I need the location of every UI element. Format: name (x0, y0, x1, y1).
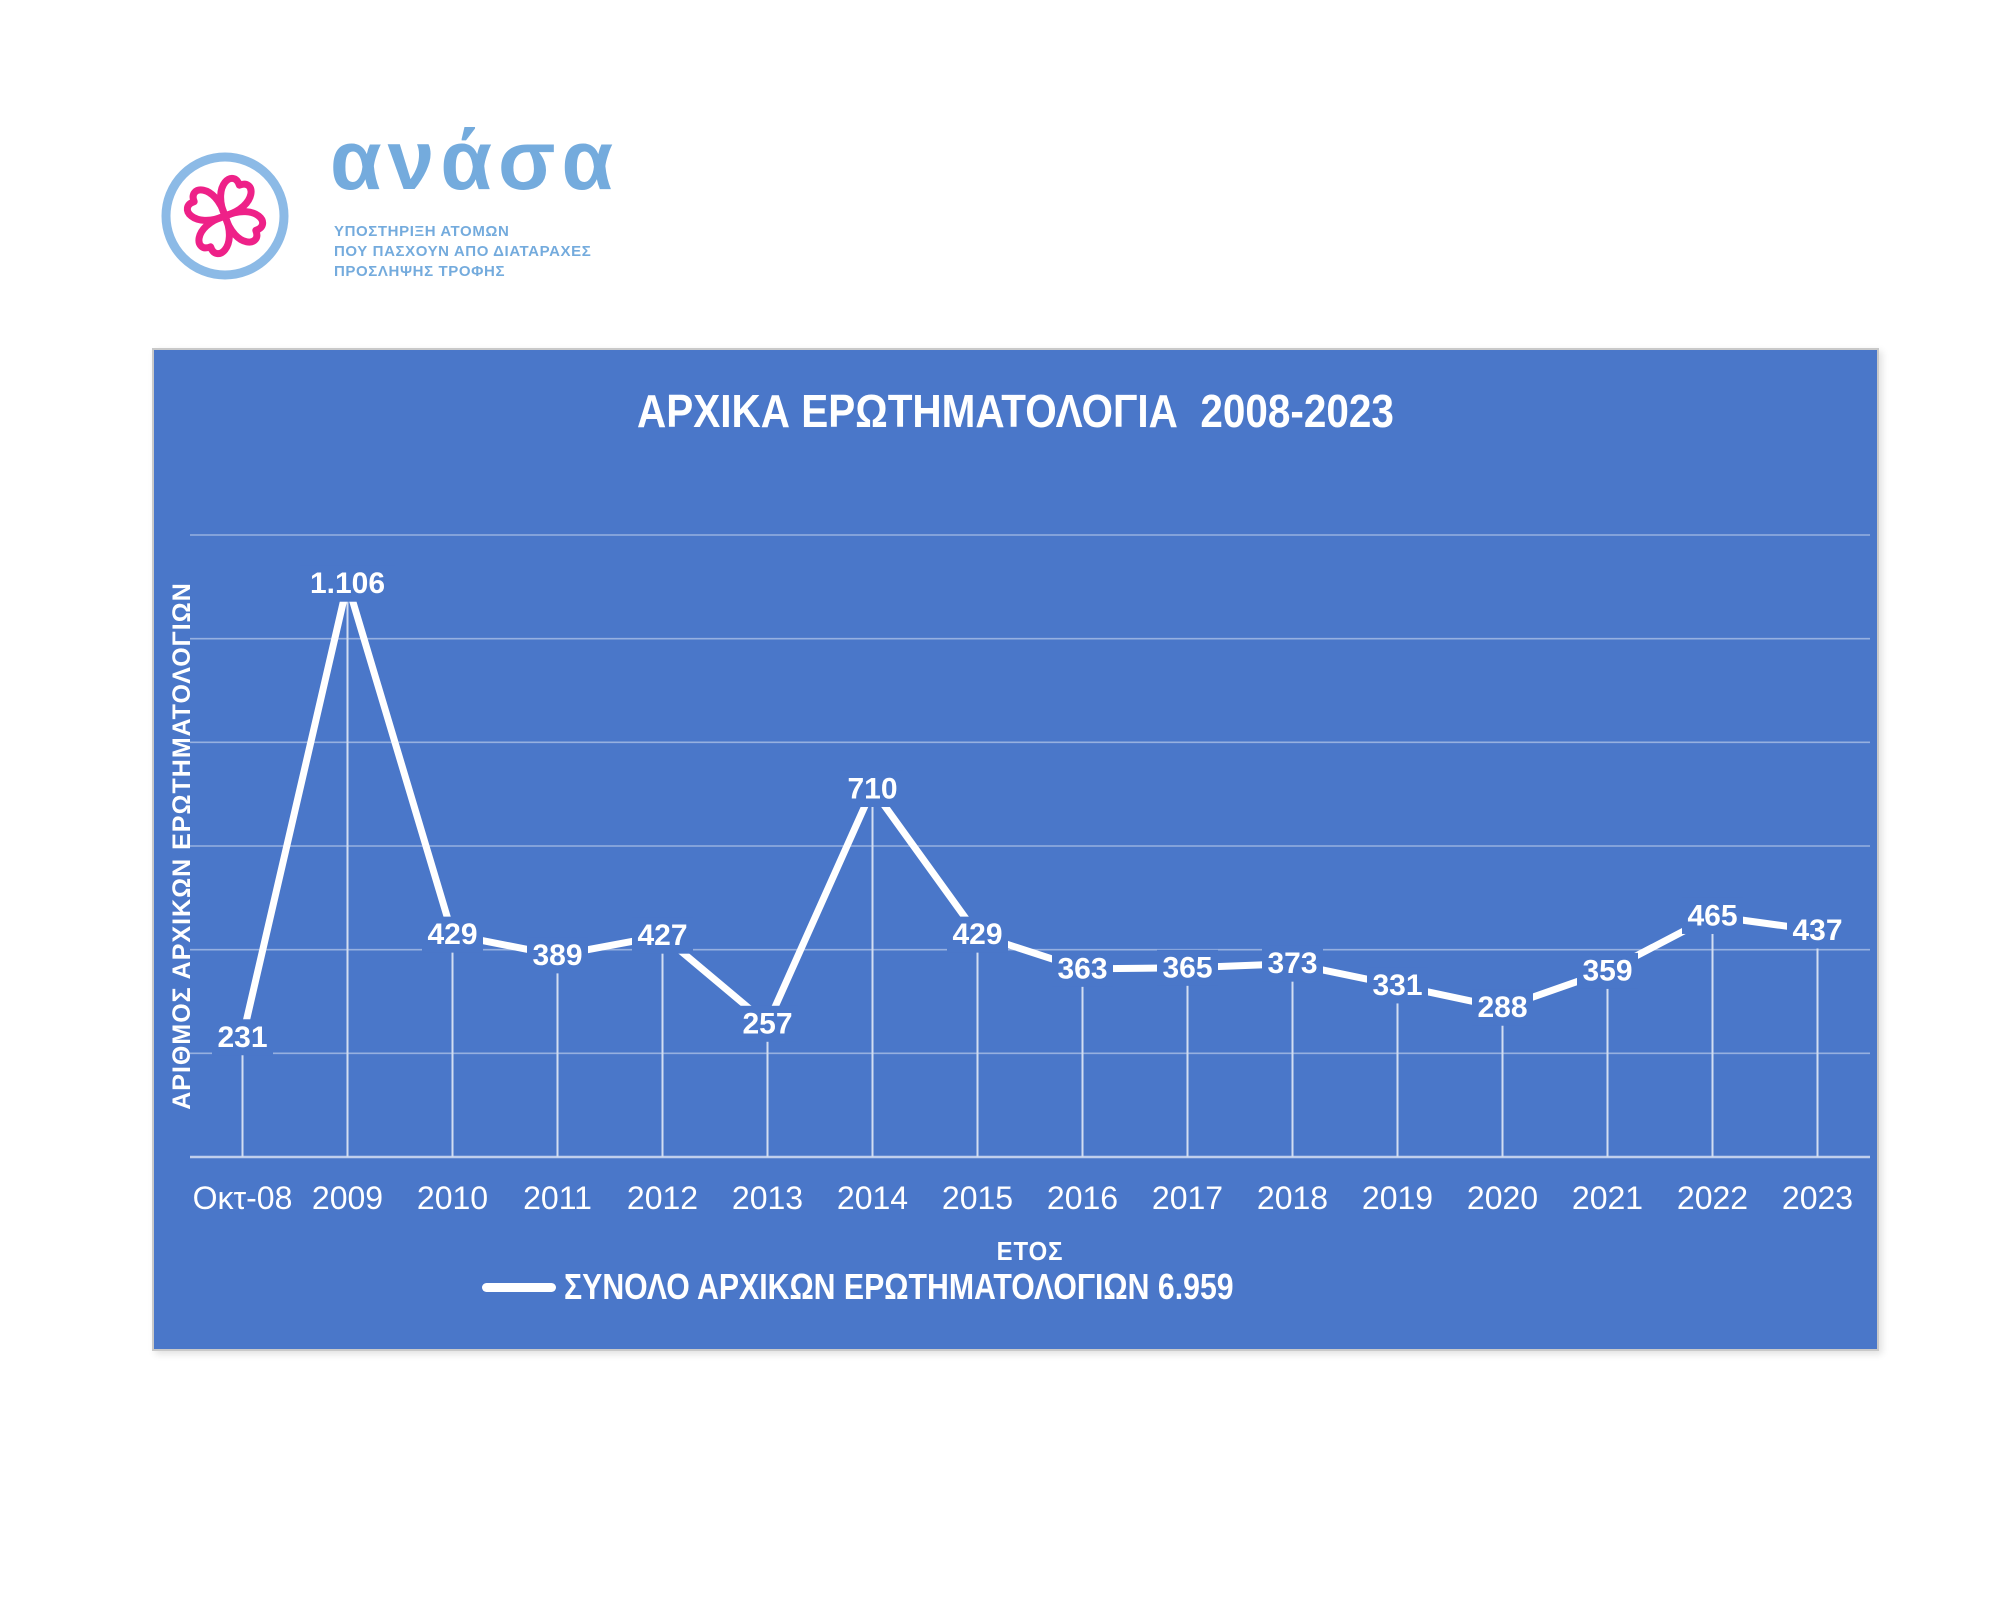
data-label-box (212, 1019, 273, 1056)
heart-icon (184, 186, 229, 224)
data-label-box (1577, 952, 1638, 989)
data-label-box (842, 770, 903, 807)
x-axis-tick-label: 2018 (1257, 1180, 1328, 1216)
data-label-box (632, 917, 693, 954)
x-axis-tick-label: 2020 (1467, 1180, 1538, 1216)
legend-line-swatch (482, 1282, 556, 1292)
data-label: 359 (1582, 954, 1632, 987)
logo (158, 148, 638, 308)
data-label-box (422, 916, 483, 953)
x-axis-tick-label: 2017 (1152, 1180, 1223, 1216)
data-label-box (1157, 949, 1218, 986)
legend: ΣΥΝΟΛΟ ΑΡΧΙΚΩΝ ΕΡΩΤΗΜΑΤΟΛΟΓΙΩΝ 6.959 (482, 1266, 1361, 1308)
series-line (239, 580, 1821, 1041)
data-label-box (1367, 967, 1428, 1004)
x-axis-tick-label: 2011 (523, 1180, 592, 1216)
data-label-box (1472, 989, 1533, 1026)
data-label: 257 (742, 1007, 792, 1040)
brand-tagline: ΥΠΟΣΤΗΡΙΞΗ ΑΤΟΜΩΝ ΠΟΥ ΠΑΣΧΟΥΝ ΑΠΟ ΔΙΑΤΑΡ… (334, 222, 591, 282)
brand-tagline-line-2: ΠΟΥ ΠΑΣΧΟΥΝ ΑΠΟ ΔΙΑΤΑΡΑΧΕΣ (334, 243, 592, 260)
data-label-box (300, 565, 395, 602)
data-label: 231 (217, 1021, 267, 1054)
data-label: 429 (952, 918, 1002, 951)
x-axis-tick-label: 2016 (1047, 1180, 1118, 1216)
x-axis-tick-label: 2015 (942, 1180, 1013, 1216)
data-label-box (1052, 950, 1113, 987)
data-label-box (1787, 912, 1848, 949)
x-axis-tick-label: 2019 (1362, 1180, 1433, 1216)
data-label: 389 (532, 939, 582, 972)
data-label: 1.106 (310, 567, 385, 600)
x-axis-tick-label: 2013 (732, 1180, 803, 1216)
brand-wordmark: ανάσα (330, 113, 620, 207)
data-label-box (1682, 897, 1743, 934)
data-label-box (527, 937, 588, 974)
brand-tagline-line-3: ΠΡΟΣΛΗΨΗΣ ΤΡΟΦΗΣ (334, 263, 506, 280)
data-label: 288 (1477, 991, 1527, 1024)
y-axis-title: ΑΡΙΘΜΟΣ ΑΡΧΙΚΩΝ ΕΡΩΤΗΜΑΤΟΛΟΓΙΩΝ (168, 582, 196, 1110)
brand-tagline-line-1: ΥΠΟΣΤΗΡΙΞΗ ΑΤΟΜΩΝ (334, 223, 510, 240)
x-axis-tick-label: 2021 (1572, 1180, 1643, 1216)
data-label: 363 (1057, 952, 1107, 985)
data-label: 437 (1792, 914, 1842, 947)
x-axis-tick-label: 2022 (1677, 1180, 1748, 1216)
data-label-box (737, 1005, 798, 1042)
data-label: 710 (847, 772, 897, 805)
legend-label: ΣΥΝΟΛΟ ΑΡΧΙΚΩΝ ΕΡΩΤΗΜΑΤΟΛΟΓΙΩΝ 6.959 (564, 1266, 1234, 1307)
chart-title: ΑΡΧΙΚΑ ΕΡΩΤΗΜΑΤΟΛΟΓΙΑ 2008-2023 (637, 385, 1394, 437)
line-chart-plot: 231 1.106 429 389 427 257 710 429 363 365 373 331 28… (190, 534, 1870, 1216)
x-axis-tick-label: 2014 (837, 1180, 908, 1216)
data-label-box (1262, 945, 1323, 982)
heart-icon (195, 212, 233, 257)
x-axis-tick-label: 2023 (1782, 1180, 1853, 1216)
data-label: 365 (1162, 951, 1212, 984)
data-label: 373 (1267, 947, 1317, 980)
clover-hearts-icon (184, 175, 266, 257)
x-axis-title: ΕΤΟΣ (996, 1236, 1064, 1266)
x-axis-tick-label: Οκτ-08 (193, 1180, 293, 1216)
x-axis-tick-label: 2009 (312, 1180, 383, 1216)
x-axis-tick-label: 2012 (627, 1180, 698, 1216)
data-label: 427 (637, 919, 687, 952)
x-axis-tick-label: 2010 (417, 1180, 488, 1216)
data-label-box (947, 916, 1008, 953)
heart-icon (217, 175, 255, 220)
data-label: 331 (1372, 969, 1422, 1002)
logo-circle-icon (161, 152, 289, 280)
data-label: 429 (427, 918, 477, 951)
data-label: 465 (1687, 899, 1737, 932)
chart-frame: 231 1.106 429 389 427 257 710 429 363 365 373 331 28… (152, 348, 1879, 1351)
heart-icon (221, 208, 266, 246)
